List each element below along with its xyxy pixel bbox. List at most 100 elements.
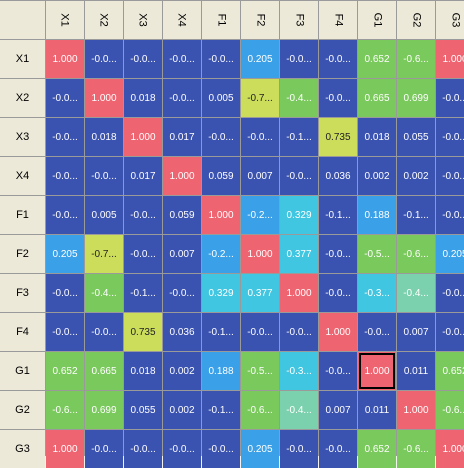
- matrix-cell[interactable]: 1.000: [280, 274, 318, 312]
- matrix-cell[interactable]: -0.6...: [397, 40, 435, 78]
- matrix-cell[interactable]: -0.0...: [124, 235, 162, 273]
- row-header-x3[interactable]: X3: [0, 118, 45, 156]
- row-header-g2[interactable]: G2: [0, 391, 45, 429]
- row-header-f3[interactable]: F3: [0, 274, 45, 312]
- matrix-cell[interactable]: -0.0...: [436, 196, 464, 234]
- matrix-cell[interactable]: -0.4...: [280, 391, 318, 429]
- matrix-cell[interactable]: -0.0...: [163, 274, 201, 312]
- row-header-f4[interactable]: F4: [0, 313, 45, 351]
- matrix-cell[interactable]: -0.0...: [46, 157, 84, 195]
- column-header-g2[interactable]: G2: [397, 1, 435, 39]
- matrix-cell[interactable]: -0.0...: [358, 313, 396, 351]
- matrix-cell[interactable]: 0.002: [358, 157, 396, 195]
- matrix-cell[interactable]: 1.000: [46, 430, 84, 468]
- matrix-cell[interactable]: 0.002: [163, 391, 201, 429]
- matrix-cell[interactable]: 0.665: [358, 79, 396, 117]
- matrix-cell[interactable]: 1.000: [241, 235, 279, 273]
- matrix-cell[interactable]: 0.011: [358, 391, 396, 429]
- matrix-cell[interactable]: -0.5...: [241, 352, 279, 390]
- column-header-x1[interactable]: X1: [46, 1, 84, 39]
- matrix-cell[interactable]: -0.0...: [319, 235, 357, 273]
- matrix-cell[interactable]: -0.0...: [319, 352, 357, 390]
- matrix-cell[interactable]: 1.000: [202, 196, 240, 234]
- matrix-cell[interactable]: -0.0...: [46, 274, 84, 312]
- matrix-cell[interactable]: -0.0...: [280, 40, 318, 78]
- matrix-cell[interactable]: 1.000: [436, 430, 464, 468]
- matrix-cell[interactable]: 0.652: [358, 40, 396, 78]
- matrix-cell[interactable]: 0.011: [397, 352, 435, 390]
- matrix-cell[interactable]: -0.0...: [163, 79, 201, 117]
- matrix-cell[interactable]: 0.329: [280, 196, 318, 234]
- matrix-cell[interactable]: 0.036: [163, 313, 201, 351]
- matrix-cell[interactable]: 0.188: [358, 196, 396, 234]
- matrix-cell[interactable]: -0.7...: [241, 79, 279, 117]
- matrix-cell[interactable]: 0.007: [397, 313, 435, 351]
- matrix-cell[interactable]: -0.1...: [124, 274, 162, 312]
- matrix-cell[interactable]: -0.0...: [85, 313, 123, 351]
- matrix-cell[interactable]: -0.7...: [85, 235, 123, 273]
- column-header-x3[interactable]: X3: [124, 1, 162, 39]
- matrix-cell[interactable]: 1.000: [319, 313, 357, 351]
- matrix-cell[interactable]: 1.000: [436, 40, 464, 78]
- matrix-cell[interactable]: -0.0...: [163, 430, 201, 468]
- matrix-cell[interactable]: 0.005: [85, 196, 123, 234]
- matrix-cell[interactable]: 0.059: [163, 196, 201, 234]
- matrix-cell[interactable]: -0.0...: [241, 313, 279, 351]
- matrix-cell[interactable]: -0.1...: [397, 196, 435, 234]
- matrix-cell[interactable]: -0.4...: [397, 274, 435, 312]
- matrix-cell[interactable]: -0.0...: [436, 157, 464, 195]
- column-header-f2[interactable]: F2: [241, 1, 279, 39]
- matrix-cell[interactable]: 0.699: [85, 391, 123, 429]
- row-header-g1[interactable]: G1: [0, 352, 45, 390]
- matrix-cell[interactable]: -0.0...: [46, 79, 84, 117]
- matrix-cell[interactable]: 0.036: [319, 157, 357, 195]
- matrix-cell[interactable]: -0.0...: [280, 430, 318, 468]
- matrix-cell[interactable]: 1.000: [46, 40, 84, 78]
- matrix-cell[interactable]: -0.1...: [319, 196, 357, 234]
- row-header-x4[interactable]: X4: [0, 157, 45, 195]
- matrix-cell[interactable]: 0.205: [241, 430, 279, 468]
- matrix-cell[interactable]: 0.652: [358, 430, 396, 468]
- column-header-g3[interactable]: G3: [436, 1, 464, 39]
- matrix-cell[interactable]: -0.5...: [358, 235, 396, 273]
- matrix-cell[interactable]: 0.652: [436, 352, 464, 390]
- matrix-cell[interactable]: -0.0...: [124, 430, 162, 468]
- matrix-cell[interactable]: -0.0...: [202, 40, 240, 78]
- matrix-cell[interactable]: -0.3...: [358, 274, 396, 312]
- matrix-cell[interactable]: -0.0...: [85, 40, 123, 78]
- column-header-x4[interactable]: X4: [163, 1, 201, 39]
- matrix-cell[interactable]: -0.4...: [280, 79, 318, 117]
- matrix-cell[interactable]: 0.205: [241, 40, 279, 78]
- matrix-cell[interactable]: 1.000: [124, 118, 162, 156]
- matrix-cell[interactable]: -0.0...: [202, 430, 240, 468]
- matrix-cell[interactable]: 0.665: [85, 352, 123, 390]
- matrix-cell[interactable]: -0.0...: [85, 157, 123, 195]
- matrix-cell[interactable]: -0.0...: [319, 274, 357, 312]
- matrix-cell[interactable]: 0.017: [163, 118, 201, 156]
- matrix-cell[interactable]: 0.055: [397, 118, 435, 156]
- matrix-cell[interactable]: 0.377: [280, 235, 318, 273]
- matrix-cell[interactable]: 1.000: [397, 391, 435, 429]
- matrix-cell[interactable]: 0.329: [202, 274, 240, 312]
- matrix-cell[interactable]: 0.005: [202, 79, 240, 117]
- matrix-cell[interactable]: 0.007: [241, 157, 279, 195]
- matrix-cell[interactable]: 1.000: [358, 352, 396, 390]
- matrix-cell[interactable]: -0.1...: [202, 313, 240, 351]
- matrix-cell[interactable]: -0.0...: [46, 313, 84, 351]
- matrix-cell[interactable]: 0.018: [124, 79, 162, 117]
- matrix-cell[interactable]: 0.205: [46, 235, 84, 273]
- matrix-cell[interactable]: -0.6...: [397, 235, 435, 273]
- matrix-cell[interactable]: 0.735: [319, 118, 357, 156]
- matrix-cell[interactable]: 0.002: [397, 157, 435, 195]
- matrix-cell[interactable]: -0.0...: [124, 40, 162, 78]
- matrix-cell[interactable]: -0.2...: [202, 235, 240, 273]
- matrix-cell[interactable]: -0.0...: [280, 313, 318, 351]
- matrix-cell[interactable]: -0.0...: [319, 40, 357, 78]
- matrix-cell[interactable]: -0.6...: [397, 430, 435, 468]
- matrix-cell[interactable]: -0.0...: [46, 118, 84, 156]
- matrix-cell[interactable]: -0.0...: [85, 430, 123, 468]
- matrix-cell[interactable]: -0.0...: [202, 118, 240, 156]
- matrix-cell[interactable]: -0.6...: [241, 391, 279, 429]
- matrix-cell[interactable]: 0.018: [85, 118, 123, 156]
- row-header-x2[interactable]: X2: [0, 79, 45, 117]
